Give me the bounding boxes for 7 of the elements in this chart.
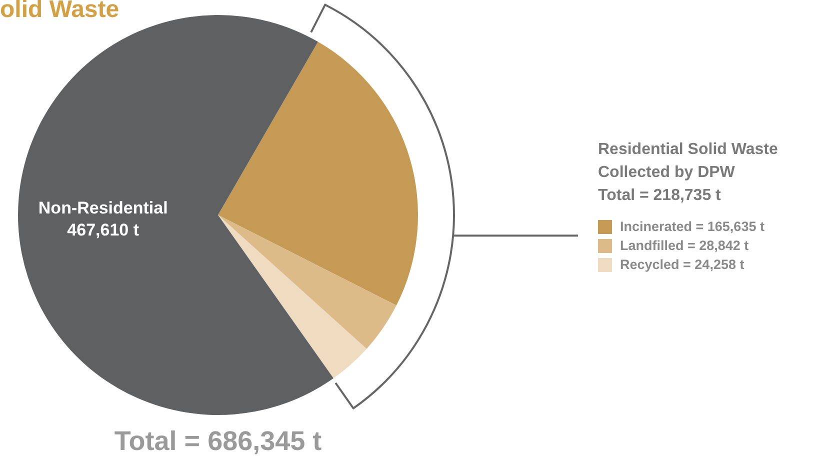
legend-label: Recycled = 24,258 t [620, 257, 744, 272]
legend-title: Residential Solid Waste Collected by DPW Total = 218,735 t [598, 140, 778, 206]
data-label: 467,610 t [67, 220, 140, 240]
legend-label: Landfilled = 28,842 t [620, 238, 749, 253]
slice-label: Non-Residential [38, 198, 168, 218]
legend-label: Incinerated = 165,635 t [620, 219, 764, 234]
text: Total = 686,345 t [113, 426, 323, 457]
